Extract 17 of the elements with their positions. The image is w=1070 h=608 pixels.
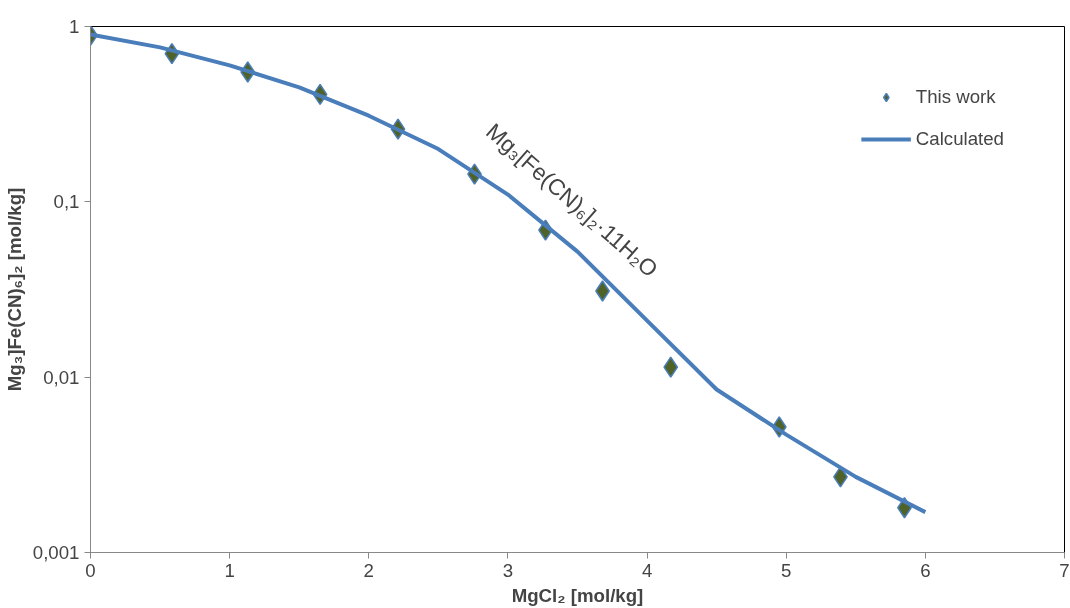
x-tick-label: 2 <box>363 559 374 581</box>
y-tick-label: 1 <box>69 16 80 37</box>
x-tick-label: 6 <box>920 559 931 581</box>
x-tick-label: 1 <box>224 559 235 581</box>
legend-label: This work <box>915 86 996 108</box>
x-tick-label: 3 <box>502 559 514 581</box>
x-tick-label: 4 <box>641 559 653 581</box>
x-tick-label: 7 <box>1059 559 1070 581</box>
y-tick-label: 0,1 <box>53 191 80 213</box>
y-tick-label: 0,01 <box>43 366 80 388</box>
x-tick-label: 5 <box>781 559 792 581</box>
x-axis-title: MgCl₂ [mol/kg] <box>511 584 644 606</box>
legend-label: Calculated <box>915 128 1004 150</box>
y-axis-title: Mg₃]Fe(CN)₆]₂ [mol/kg] <box>3 187 25 392</box>
y-tick-label: 0,001 <box>32 542 80 563</box>
point <box>663 356 679 378</box>
x-tick-label: 0 <box>85 559 96 581</box>
